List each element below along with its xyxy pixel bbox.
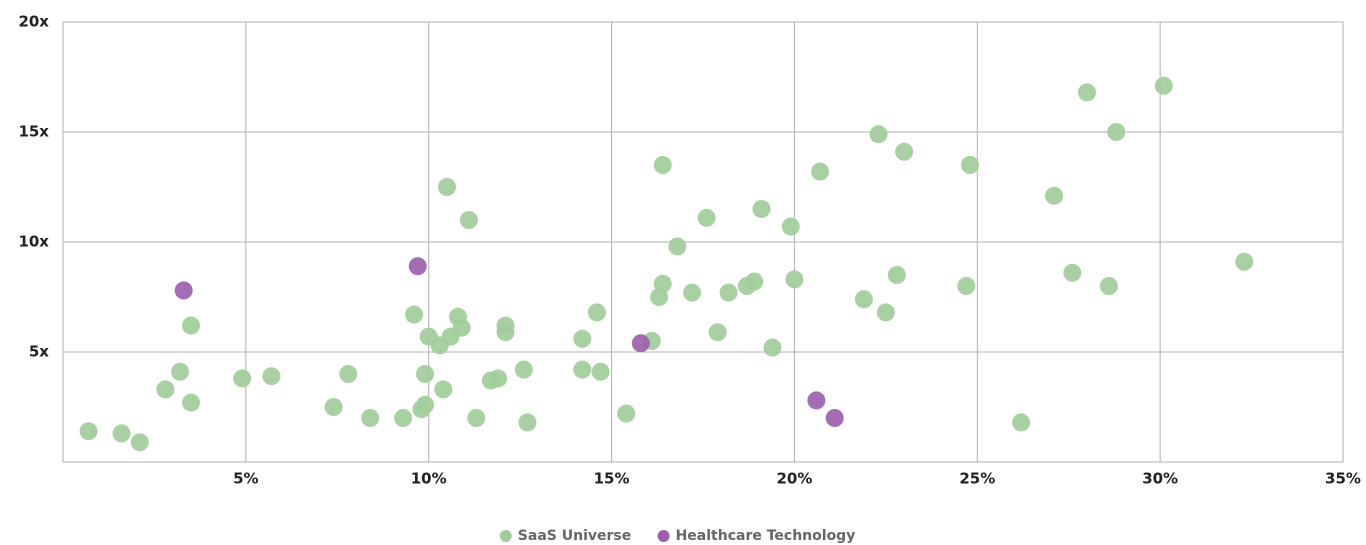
point <box>496 323 515 342</box>
point <box>112 424 131 443</box>
x-tick-label: 25% <box>959 470 995 488</box>
point <box>957 277 976 295</box>
point <box>1012 413 1031 432</box>
point <box>631 334 650 353</box>
point <box>573 360 592 379</box>
legend-label: SaaS Universe <box>518 528 631 544</box>
legend-label: Healthcare Technology <box>676 528 856 544</box>
legend-marker <box>499 530 512 542</box>
point <box>1099 277 1118 295</box>
point <box>708 323 727 342</box>
x-tick-label: 5% <box>233 470 258 488</box>
point <box>262 367 281 386</box>
point <box>653 156 672 174</box>
point <box>869 125 888 144</box>
legend-marker <box>657 530 670 542</box>
point <box>416 395 435 414</box>
y-tick-label: 15x <box>18 123 49 141</box>
x-tick-label: 30% <box>1142 470 1178 488</box>
point <box>438 178 456 196</box>
point <box>514 360 533 379</box>
point <box>1235 252 1254 271</box>
point <box>887 266 906 284</box>
point <box>1063 263 1082 282</box>
point <box>1107 123 1126 141</box>
point <box>719 283 738 302</box>
point <box>156 380 175 399</box>
point <box>233 369 252 388</box>
point <box>854 290 873 309</box>
point <box>171 362 190 381</box>
point <box>587 303 606 322</box>
point <box>960 156 979 174</box>
point <box>697 208 716 227</box>
point <box>745 272 764 291</box>
point <box>825 409 844 427</box>
point <box>416 365 435 383</box>
point <box>518 413 537 432</box>
point <box>895 142 914 161</box>
point <box>434 380 453 399</box>
legend: SaaS Universe Healthcare Technology <box>499 528 856 544</box>
point <box>489 369 508 388</box>
point <box>408 257 427 276</box>
point <box>573 329 592 348</box>
x-tick-label: 15% <box>594 470 630 488</box>
point <box>1045 186 1064 205</box>
point <box>752 200 771 218</box>
point <box>467 409 486 427</box>
x-tick-label: 10% <box>411 470 447 488</box>
point <box>361 409 380 427</box>
point <box>79 422 98 441</box>
x-tick-label: 35% <box>1325 470 1361 488</box>
point <box>617 404 636 423</box>
point <box>763 338 782 357</box>
point <box>339 365 358 383</box>
point <box>459 211 478 229</box>
point <box>683 283 702 302</box>
point <box>182 393 200 412</box>
point <box>653 274 672 293</box>
point <box>668 237 687 256</box>
point <box>876 303 895 322</box>
point <box>781 217 800 236</box>
point <box>405 305 424 324</box>
point <box>174 281 193 300</box>
point <box>324 398 343 416</box>
point <box>130 433 149 452</box>
point <box>452 318 471 337</box>
point <box>394 409 413 427</box>
y-tick-label: 10x <box>18 233 49 251</box>
y-tick-label: 5x <box>29 343 49 361</box>
y-tick-label: 20x <box>18 13 49 31</box>
point <box>182 316 200 335</box>
point <box>591 362 610 381</box>
point <box>807 391 826 410</box>
point <box>1154 76 1173 95</box>
point <box>785 270 804 289</box>
x-tick-label: 20% <box>776 470 812 488</box>
point <box>811 162 830 181</box>
point <box>1078 83 1096 102</box>
